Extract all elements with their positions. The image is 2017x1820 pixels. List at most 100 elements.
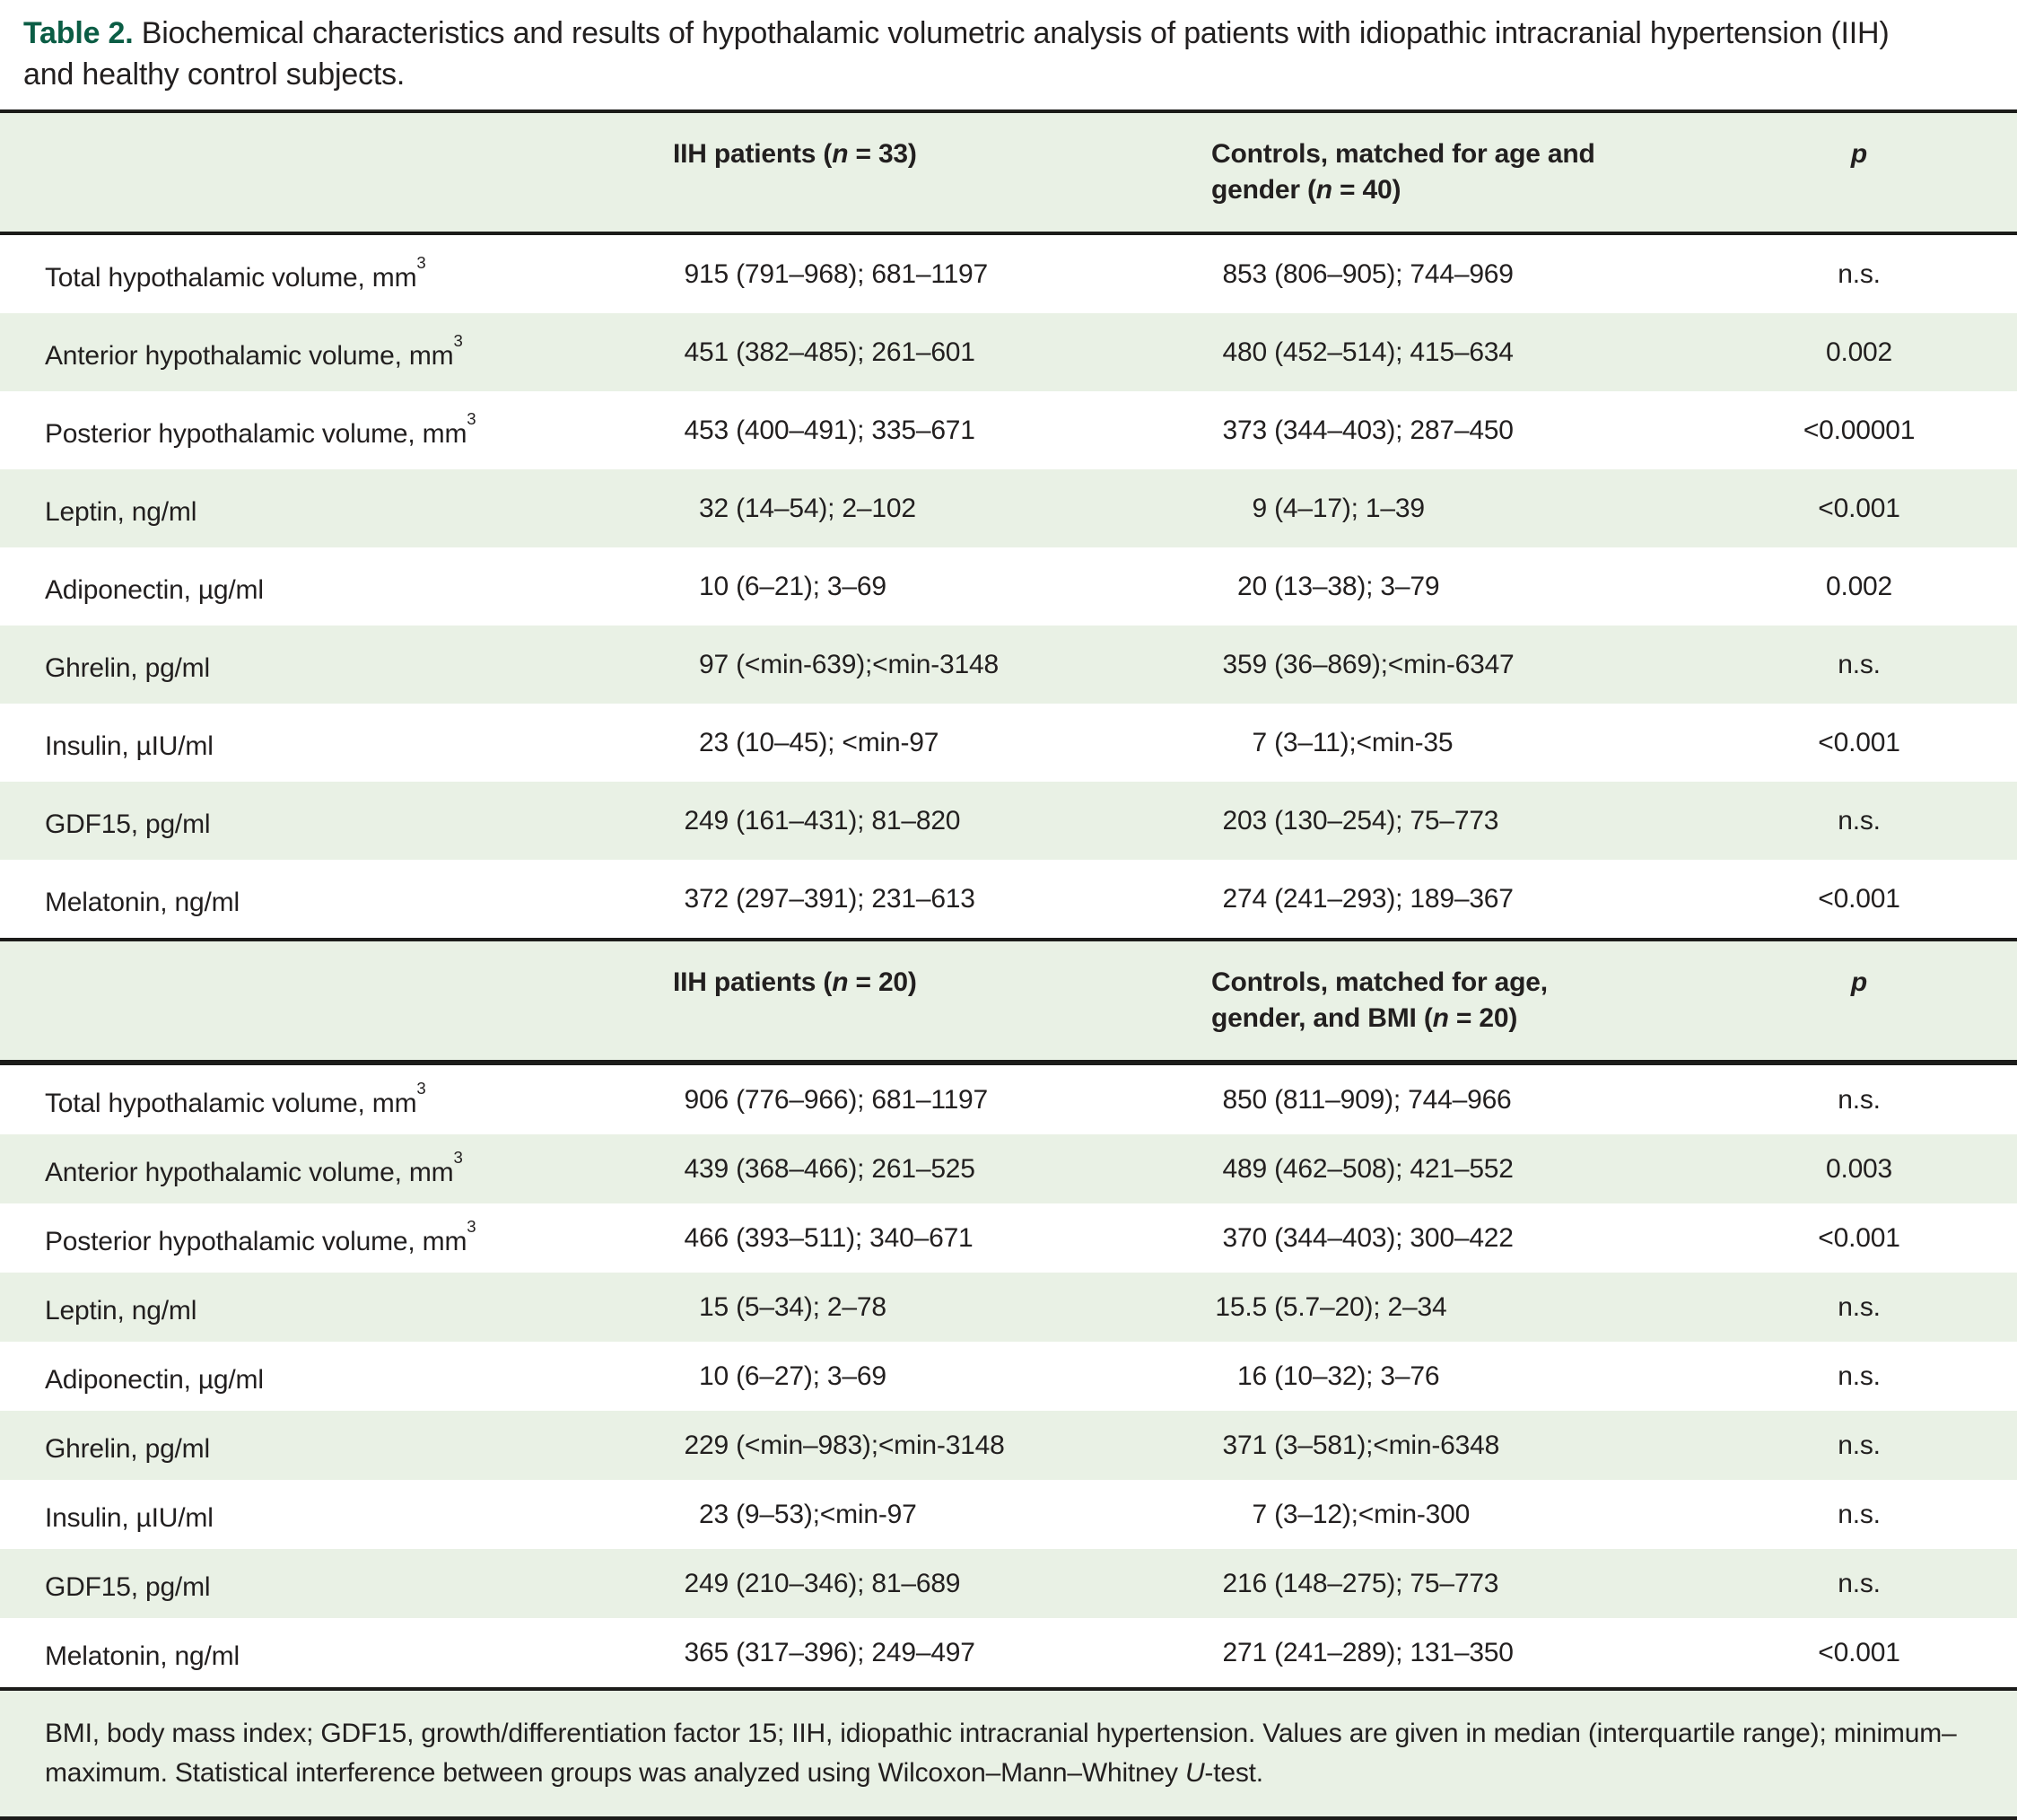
section1-header-row: IIH patients (n = 33) Controls, matched … bbox=[0, 113, 2017, 235]
controls-value-cell: 489 (462–508); 421–552 bbox=[1175, 1153, 1714, 1186]
controls-value-cell: 480 (452–514); 415–634 bbox=[1175, 337, 1714, 369]
controls-value-cell: 20 (13–38); 3–79 bbox=[1175, 571, 1714, 603]
iih-value-cell: 97 (<min-639);<min-3148 bbox=[637, 649, 1175, 681]
row-label-text: Total hypothalamic volume, mm bbox=[45, 262, 417, 293]
median-value: 15.5 bbox=[1215, 1291, 1267, 1322]
median-value: 372 bbox=[684, 883, 729, 914]
iih-value-cell: 466 (393–511); 340–671 bbox=[637, 1222, 1175, 1255]
table-caption-text: Biochemical characteristics and results … bbox=[23, 16, 1890, 92]
median-value: 453 bbox=[684, 415, 729, 445]
p-value-cell: n.s. bbox=[1838, 1291, 1881, 1322]
row-label-text: Adiponectin, µg/ml bbox=[45, 1364, 264, 1395]
header-text: IIH patients ( bbox=[673, 967, 833, 997]
range-value: (210–346); 81–689 bbox=[729, 1568, 961, 1598]
p-value-cell: n.s. bbox=[1838, 1568, 1881, 1598]
median-value: 906 bbox=[684, 1084, 729, 1115]
median-value: 97 bbox=[699, 649, 729, 679]
table-row: GDF15, pg/ml 249 (161–431); 81–820 203 (13… bbox=[0, 782, 2017, 860]
row-label-text: Posterior hypothalamic volume, mm bbox=[45, 418, 467, 449]
iih-value-cell: 372 (297–391); 231–613 bbox=[637, 883, 1175, 915]
table-footnote: BMI, body mass index; GDF15, growth/diff… bbox=[0, 1687, 2017, 1820]
iih-value-cell: 453 (400–491); 335–671 bbox=[637, 415, 1175, 447]
median-value: 20 bbox=[1237, 571, 1267, 601]
range-value: (3–12);<min-300 bbox=[1267, 1499, 1471, 1529]
row-label-text: Insulin, µIU/ml bbox=[45, 1502, 214, 1533]
p-value-cell: n.s. bbox=[1838, 1084, 1881, 1115]
row-label: Leptin, ng/ml bbox=[0, 489, 637, 529]
row-label-text: Anterior hypothalamic volume, mm bbox=[45, 1157, 454, 1187]
median-value: 371 bbox=[1222, 1430, 1268, 1460]
range-value: (5–34); 2–78 bbox=[729, 1291, 886, 1322]
table-row: Insulin, µIU/ml 23 (9–53);<min-97 7 (3–12)… bbox=[0, 1480, 2017, 1549]
row-label-text: Ghrelin, pg/ml bbox=[45, 652, 210, 683]
table-row: Posterior hypothalamic volume, mm3 466 (3… bbox=[0, 1203, 2017, 1273]
median-value: 466 bbox=[684, 1222, 729, 1253]
table-row: Melatonin, ng/ml 365 (317–396); 249–497 27… bbox=[0, 1618, 2017, 1687]
header-p-value: p bbox=[1850, 967, 1868, 997]
range-value: (6–21); 3–69 bbox=[729, 571, 886, 601]
median-value: 915 bbox=[684, 258, 729, 289]
iih-value-cell: 32 (14–54); 2–102 bbox=[637, 493, 1175, 525]
p-value-cell: n.s. bbox=[1838, 1430, 1881, 1460]
range-value: (130–254); 75–773 bbox=[1267, 805, 1499, 836]
range-value: (811–909); 744–966 bbox=[1267, 1084, 1512, 1115]
median-value: 373 bbox=[1222, 415, 1268, 445]
range-value: (344–403); 287–450 bbox=[1267, 415, 1514, 445]
median-value: 23 bbox=[699, 727, 729, 757]
controls-value-cell: 16 (10–32); 3–76 bbox=[1175, 1361, 1714, 1393]
controls-value-cell: 850 (811–909); 744–966 bbox=[1175, 1084, 1714, 1116]
controls-value-cell: 9 (4–17); 1–39 bbox=[1175, 493, 1714, 525]
range-value: (4–17); 1–39 bbox=[1267, 493, 1425, 523]
table-number: Table 2. bbox=[23, 16, 134, 50]
table-row: Anterior hypothalamic volume, mm3 451 (38… bbox=[0, 313, 2017, 391]
italic-n: n bbox=[1432, 1003, 1449, 1033]
median-value: 489 bbox=[1222, 1153, 1268, 1184]
median-value: 249 bbox=[684, 805, 729, 836]
median-value: 23 bbox=[699, 1499, 729, 1529]
italic-n: n bbox=[832, 139, 849, 169]
controls-value-cell: 853 (806–905); 744–969 bbox=[1175, 258, 1714, 291]
iih-value-cell: 10 (6–27); 3–69 bbox=[637, 1361, 1175, 1393]
p-value-cell: n.s. bbox=[1838, 805, 1881, 836]
iih-value-cell: 915 (791–968); 681–1197 bbox=[637, 258, 1175, 291]
header-text: Controls, matched for age, gender, and B… bbox=[1211, 967, 1548, 1033]
header-iih-patients-n20: IIH patients (n = 20) bbox=[637, 965, 1175, 1001]
superscript-3: 3 bbox=[416, 1079, 426, 1098]
row-label: Insulin, µIU/ml bbox=[0, 1495, 637, 1535]
row-label: Anterior hypothalamic volume, mm3 bbox=[0, 331, 637, 372]
row-label-text: Posterior hypothalamic volume, mm bbox=[45, 1226, 467, 1256]
header-text: = 40) bbox=[1332, 175, 1401, 205]
header-text: Controls, matched for age and gender ( bbox=[1211, 139, 1595, 205]
table-row: Ghrelin, pg/ml 97 (<min-639);<min-3148 359… bbox=[0, 626, 2017, 704]
row-label-text: Melatonin, ng/ml bbox=[45, 887, 240, 917]
p-value-cell: <0.001 bbox=[1818, 1222, 1900, 1253]
iih-value-cell: 23 (10–45); <min-97 bbox=[637, 727, 1175, 759]
row-label: Adiponectin, µg/ml bbox=[0, 567, 637, 607]
range-value: (241–289); 131–350 bbox=[1267, 1637, 1514, 1667]
iih-value-cell: 15 (5–34); 2–78 bbox=[637, 1291, 1175, 1324]
section2-rows: Total hypothalamic volume, mm3 906 (776–9… bbox=[0, 1065, 2017, 1687]
range-value: (14–54); 2–102 bbox=[729, 493, 916, 523]
median-value: 853 bbox=[1222, 258, 1268, 289]
p-value-cell: n.s. bbox=[1838, 258, 1881, 289]
range-value: (9–53);<min-97 bbox=[729, 1499, 917, 1529]
row-label: Total hypothalamic volume, mm3 bbox=[0, 253, 637, 294]
p-value-cell: <0.001 bbox=[1818, 493, 1900, 523]
row-label-text: Leptin, ng/ml bbox=[45, 496, 197, 527]
controls-value-cell: 371 (3–581);<min-6348 bbox=[1175, 1430, 1714, 1462]
row-label: Total hypothalamic volume, mm3 bbox=[0, 1079, 637, 1120]
p-value-cell: 0.002 bbox=[1825, 337, 1893, 367]
range-value: (6–27); 3–69 bbox=[729, 1361, 886, 1391]
row-label: Insulin, µIU/ml bbox=[0, 723, 637, 763]
iih-value-cell: 906 (776–966); 681–1197 bbox=[637, 1084, 1175, 1116]
header-text: = 33) bbox=[848, 139, 917, 169]
table-row: Adiponectin, µg/ml 10 (6–27); 3–69 16 (10–… bbox=[0, 1342, 2017, 1411]
median-value: 451 bbox=[684, 337, 729, 367]
median-value: 249 bbox=[684, 1568, 729, 1598]
controls-value-cell: 370 (344–403); 300–422 bbox=[1175, 1222, 1714, 1255]
range-value: (382–485); 261–601 bbox=[729, 337, 975, 367]
row-label: Ghrelin, pg/ml bbox=[0, 645, 637, 685]
range-value: (161–431); 81–820 bbox=[729, 805, 961, 836]
table-row: Ghrelin, pg/ml 229 (<min–983);<min-3148 37… bbox=[0, 1411, 2017, 1480]
range-value: (393–511); 340–671 bbox=[729, 1222, 974, 1253]
